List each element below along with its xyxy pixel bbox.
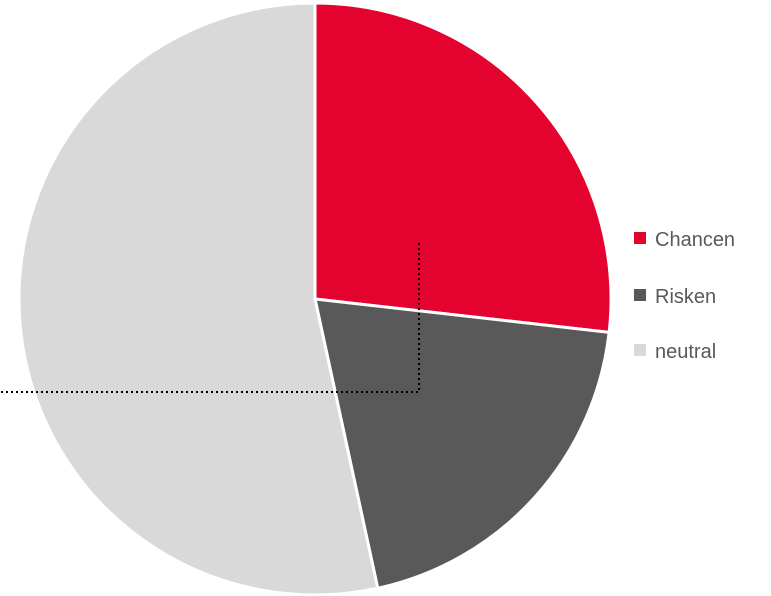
pie-slice-risken	[313, 297, 611, 590]
legend-item-neutral: neutral	[634, 341, 716, 363]
legend-swatch-chancen	[634, 232, 646, 244]
pie-slice-chancen	[313, 1, 613, 334]
legend-swatch-neutral	[634, 344, 646, 356]
pie-slice-neutral	[17, 1, 380, 596]
legend-label-risken: Risken	[655, 286, 716, 308]
legend-label-neutral: neutral	[655, 341, 716, 363]
legend-item-chancen: Chancen	[634, 229, 735, 251]
chart-legend: Chancen Risken neutral	[634, 229, 735, 363]
legend-label-chancen: Chancen	[655, 229, 735, 251]
legend-swatch-risken	[634, 289, 646, 301]
legend-item-risken: Risken	[634, 286, 716, 308]
pie-slices	[17, 1, 613, 596]
